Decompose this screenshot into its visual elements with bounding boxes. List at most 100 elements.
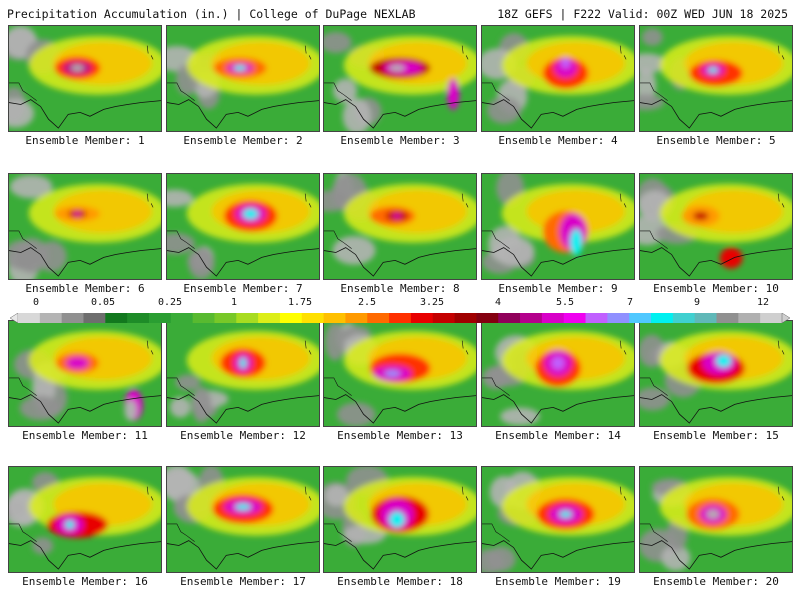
precip-core bbox=[243, 208, 259, 220]
state-border bbox=[324, 377, 352, 396]
colorbar-tick-label: 9 bbox=[693, 297, 701, 308]
colorbar-swatch bbox=[214, 313, 237, 323]
state-border bbox=[324, 82, 352, 101]
dry-patch bbox=[19, 395, 62, 421]
state-border bbox=[640, 377, 668, 396]
ensemble-panel-1 bbox=[8, 25, 162, 132]
precip-core bbox=[706, 510, 720, 519]
state-border bbox=[640, 523, 668, 542]
dry-patch bbox=[500, 407, 540, 426]
ensemble-panel-6 bbox=[8, 173, 162, 280]
state-border bbox=[9, 523, 37, 542]
dry-patch bbox=[342, 98, 372, 131]
dry-patch bbox=[482, 366, 510, 390]
ensemble-panel-19 bbox=[481, 466, 635, 573]
colorbar-swatch bbox=[432, 313, 455, 323]
precip-core bbox=[233, 65, 247, 71]
ensemble-member-label: Ensemble Member: 12 bbox=[180, 429, 306, 442]
coastline bbox=[167, 99, 319, 129]
colorbar-swatch bbox=[258, 313, 281, 323]
ensemble-panel-13 bbox=[323, 320, 477, 427]
precip-core bbox=[716, 354, 732, 368]
coastline bbox=[324, 99, 476, 129]
precip-map-5 bbox=[640, 26, 792, 131]
precip-map-9 bbox=[482, 174, 634, 279]
ensemble-member-label: Ensemble Member: 20 bbox=[653, 575, 779, 588]
ensemble-panel-18 bbox=[323, 466, 477, 573]
state-border bbox=[9, 377, 37, 396]
coastline bbox=[9, 394, 161, 424]
colorbar bbox=[9, 308, 791, 324]
colorbar-tick-label: 12 bbox=[756, 297, 770, 308]
coastline bbox=[324, 247, 476, 277]
coastline bbox=[9, 540, 161, 570]
ensemble-panel-11 bbox=[8, 320, 162, 427]
colorbar-swatch bbox=[410, 313, 434, 323]
precip-map-15 bbox=[640, 321, 792, 426]
ensemble-member-label: Ensemble Member: 7 bbox=[183, 282, 303, 295]
precip-map-19 bbox=[482, 467, 634, 572]
colorbar-tick-label: 7 bbox=[626, 297, 634, 308]
dry-patch bbox=[336, 402, 376, 426]
ensemble-panel-9 bbox=[481, 173, 635, 280]
dry-patch bbox=[9, 98, 35, 128]
ensemble-member-label: Ensemble Member: 9 bbox=[498, 282, 618, 295]
dry-patch bbox=[640, 387, 670, 411]
lake-outline bbox=[461, 193, 469, 208]
state-border bbox=[167, 230, 195, 249]
colorbar-swatch bbox=[716, 313, 739, 323]
precip-map-7 bbox=[167, 174, 319, 279]
dry-patch bbox=[324, 484, 349, 507]
lake-outline bbox=[304, 193, 312, 208]
ensemble-member-label: Ensemble Member: 1 bbox=[25, 134, 145, 147]
colorbar-swatch bbox=[323, 313, 346, 323]
lake-outline bbox=[777, 193, 785, 208]
coastline bbox=[9, 247, 161, 277]
moderate-precip-zone bbox=[53, 189, 153, 233]
ensemble-member-label: Ensemble Member: 6 bbox=[25, 282, 145, 295]
colorbar-svg bbox=[9, 312, 791, 324]
dry-patch bbox=[191, 386, 212, 423]
run-info: 18Z GEFS | F222 Valid: 00Z WED JUN 18 20… bbox=[497, 7, 788, 21]
ensemble-member-label: Ensemble Member: 2 bbox=[183, 134, 303, 147]
dry-patch bbox=[640, 68, 656, 103]
dry-patch bbox=[167, 469, 200, 503]
precip-core bbox=[239, 357, 247, 369]
dry-patch bbox=[333, 78, 358, 103]
ensemble-panel-17 bbox=[166, 466, 320, 573]
colorbar-tick-label: 2.5 bbox=[357, 297, 377, 308]
precip-core bbox=[124, 399, 137, 421]
state-border bbox=[167, 82, 195, 101]
dry-patch bbox=[332, 236, 376, 265]
colorbar-swatch bbox=[651, 313, 674, 323]
dry-patch bbox=[32, 537, 54, 555]
dry-patch bbox=[324, 190, 351, 212]
colorbar-swatch bbox=[498, 313, 521, 323]
colorbar-swatch bbox=[607, 313, 630, 323]
state-border bbox=[9, 230, 37, 249]
colorbar-swatch bbox=[629, 313, 652, 323]
colorbar-tick-label: 1 bbox=[230, 297, 238, 308]
colorbar-swatch bbox=[170, 313, 194, 323]
state-border bbox=[324, 230, 352, 249]
colorbar-swatch bbox=[236, 313, 259, 323]
ensemble-member-label: Ensemble Member: 16 bbox=[22, 575, 148, 588]
lake-outline bbox=[461, 340, 469, 355]
lake-outline bbox=[304, 340, 312, 355]
lake-outline bbox=[619, 193, 627, 208]
colorbar-swatch bbox=[105, 313, 128, 323]
dry-patch bbox=[324, 322, 346, 361]
dry-patch bbox=[9, 174, 53, 199]
colorbar-tick-label: 4 bbox=[494, 297, 502, 308]
ensemble-panel-5 bbox=[639, 25, 793, 132]
coastline bbox=[640, 540, 792, 570]
precip-map-3 bbox=[324, 26, 476, 131]
lake-outline bbox=[777, 486, 785, 501]
header: Precipitation Accumulation (in.) | Colle… bbox=[0, 0, 800, 24]
coastline bbox=[640, 99, 792, 129]
ensemble-member-label: Ensemble Member: 3 bbox=[340, 134, 460, 147]
colorbar-swatch bbox=[563, 313, 586, 323]
coastline bbox=[482, 540, 634, 570]
ensemble-member-label: Ensemble Member: 13 bbox=[337, 429, 463, 442]
coastline bbox=[167, 540, 319, 570]
